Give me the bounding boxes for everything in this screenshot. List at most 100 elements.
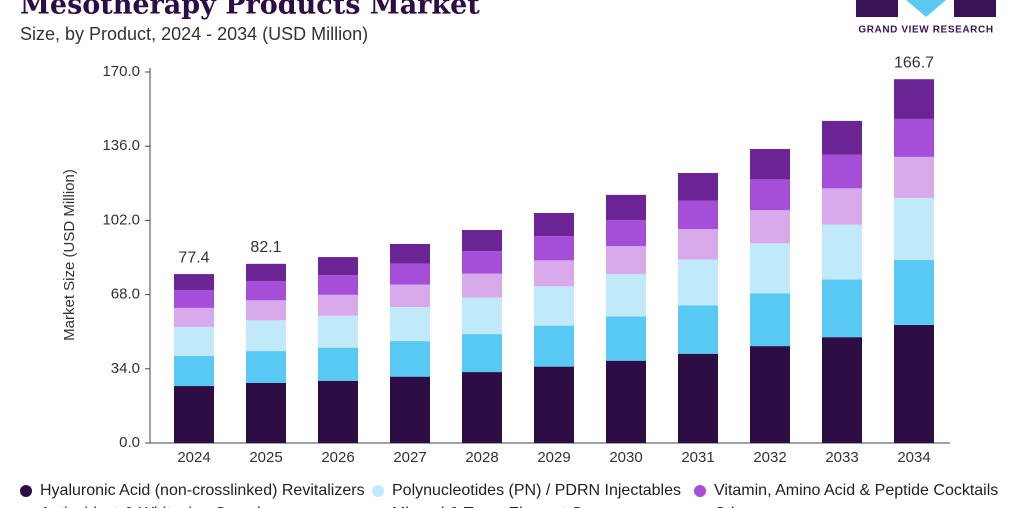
- bar-segment: [174, 355, 214, 387]
- bar-segment: [822, 337, 862, 443]
- bar-segment: [822, 188, 862, 225]
- x-tick-label: 2027: [393, 449, 426, 466]
- y-tick-label: 170.0: [102, 63, 140, 80]
- bar-segment: [462, 230, 502, 252]
- legend-label: Vitamin, Amino Acid & Peptide Cocktails: [714, 482, 998, 499]
- legend-label: Antioxidant & Whitening Complexes: [40, 505, 294, 508]
- legend-swatch: [372, 485, 384, 497]
- legend-label: Polynucleotides (PN) / PDRN Injectables: [392, 482, 681, 499]
- bar-segment: [318, 315, 358, 348]
- bar-segment: [174, 326, 214, 356]
- legend-swatch: [694, 485, 706, 497]
- bar-segment: [462, 334, 502, 373]
- logo-block: [906, 0, 946, 17]
- legend-swatch: [20, 485, 32, 497]
- total-label: 166.7: [894, 54, 934, 71]
- bar-segment: [894, 156, 934, 198]
- bar-segment: [246, 351, 286, 383]
- bar-segment: [750, 210, 790, 244]
- y-tick-label: 68.0: [111, 286, 140, 303]
- y-tick-label: 102.0: [102, 211, 140, 228]
- bar-segment: [894, 324, 934, 443]
- bar-segment: [318, 347, 358, 381]
- bar-segment: [606, 246, 646, 275]
- bar-segment: [750, 149, 790, 180]
- y-tick-label: 0.0: [119, 434, 140, 451]
- bar-segment: [678, 173, 718, 201]
- x-tick-label: 2032: [753, 449, 786, 466]
- bar-segment: [246, 300, 286, 321]
- bar-segment: [894, 118, 934, 157]
- bar-segment: [534, 286, 574, 326]
- total-label: 82.1: [250, 239, 281, 256]
- bar-segment: [174, 386, 214, 443]
- y-tick-label: 34.0: [111, 360, 140, 377]
- x-tick-label: 2024: [177, 449, 210, 466]
- bar-segment: [606, 219, 646, 247]
- bar-segment: [750, 293, 790, 347]
- bar-segment: [246, 382, 286, 443]
- bar-segment: [462, 273, 502, 298]
- bar-segment: [606, 360, 646, 443]
- bar-segment: [822, 120, 862, 155]
- brand: GRAND VIEW RESEARCH: [858, 25, 993, 36]
- bar-segment: [318, 275, 358, 295]
- bar-segment: [606, 194, 646, 220]
- bar-segment: [606, 316, 646, 361]
- bar-segment: [462, 372, 502, 443]
- bar-segment: [750, 346, 790, 443]
- bar-segment: [318, 380, 358, 443]
- x-tick-label: 2031: [681, 449, 714, 466]
- legend-label: Mineral & Trace Element Serums: [392, 505, 627, 508]
- bar-segment: [246, 263, 286, 282]
- x-tick-label: 2025: [249, 449, 282, 466]
- bar-segment: [174, 307, 214, 327]
- bar-segment: [894, 79, 934, 119]
- bar-segment: [678, 200, 718, 230]
- bar-segment: [822, 279, 862, 338]
- bar-segment: [390, 263, 430, 285]
- x-tick-label: 2034: [897, 449, 930, 466]
- bar-segment: [678, 353, 718, 443]
- bar-segment: [246, 281, 286, 301]
- bar-segment: [390, 284, 430, 308]
- bar-segment: [894, 197, 934, 260]
- x-tick-label: 2026: [321, 449, 354, 466]
- bar-segment: [534, 325, 574, 367]
- x-tick-label: 2030: [609, 449, 642, 466]
- bar-segment: [246, 320, 286, 352]
- bar-segment: [390, 307, 430, 342]
- bar-segment: [318, 257, 358, 276]
- bar-segment: [678, 305, 718, 354]
- bar-segment: [534, 236, 574, 261]
- bar-segment: [606, 274, 646, 317]
- bar-segment: [174, 274, 214, 291]
- legend-label: Hyaluronic Acid (non-crosslinked) Revita…: [40, 482, 365, 499]
- total-label: 77.4: [178, 249, 209, 266]
- logo-block: [856, 0, 898, 17]
- x-tick-label: 2029: [537, 449, 570, 466]
- bar-segment: [894, 259, 934, 325]
- bar-segment: [462, 297, 502, 335]
- x-tick-label: 2028: [465, 449, 498, 466]
- legend-label: Others: [714, 505, 762, 508]
- y-axis-label: Market Size (USD Million): [61, 169, 78, 341]
- bar-segment: [822, 224, 862, 280]
- logo-block: [954, 0, 996, 17]
- bar-segment: [822, 154, 862, 189]
- y-tick-label: 136.0: [102, 137, 140, 154]
- bar-segment: [390, 243, 430, 264]
- bar-segment: [678, 259, 718, 306]
- logo: [856, 0, 996, 17]
- bar-segment: [462, 251, 502, 274]
- bar-segment: [390, 376, 430, 443]
- bar-segment: [534, 260, 574, 287]
- bar-segment: [678, 229, 718, 260]
- chart-subtitle: Size, by Product, 2024 - 2034 (USD Milli…: [20, 24, 368, 44]
- bar-segment: [318, 294, 358, 316]
- bar-segment: [390, 341, 430, 377]
- bar-segment: [534, 366, 574, 443]
- bar-segment: [750, 243, 790, 294]
- x-tick-label: 2033: [825, 449, 858, 466]
